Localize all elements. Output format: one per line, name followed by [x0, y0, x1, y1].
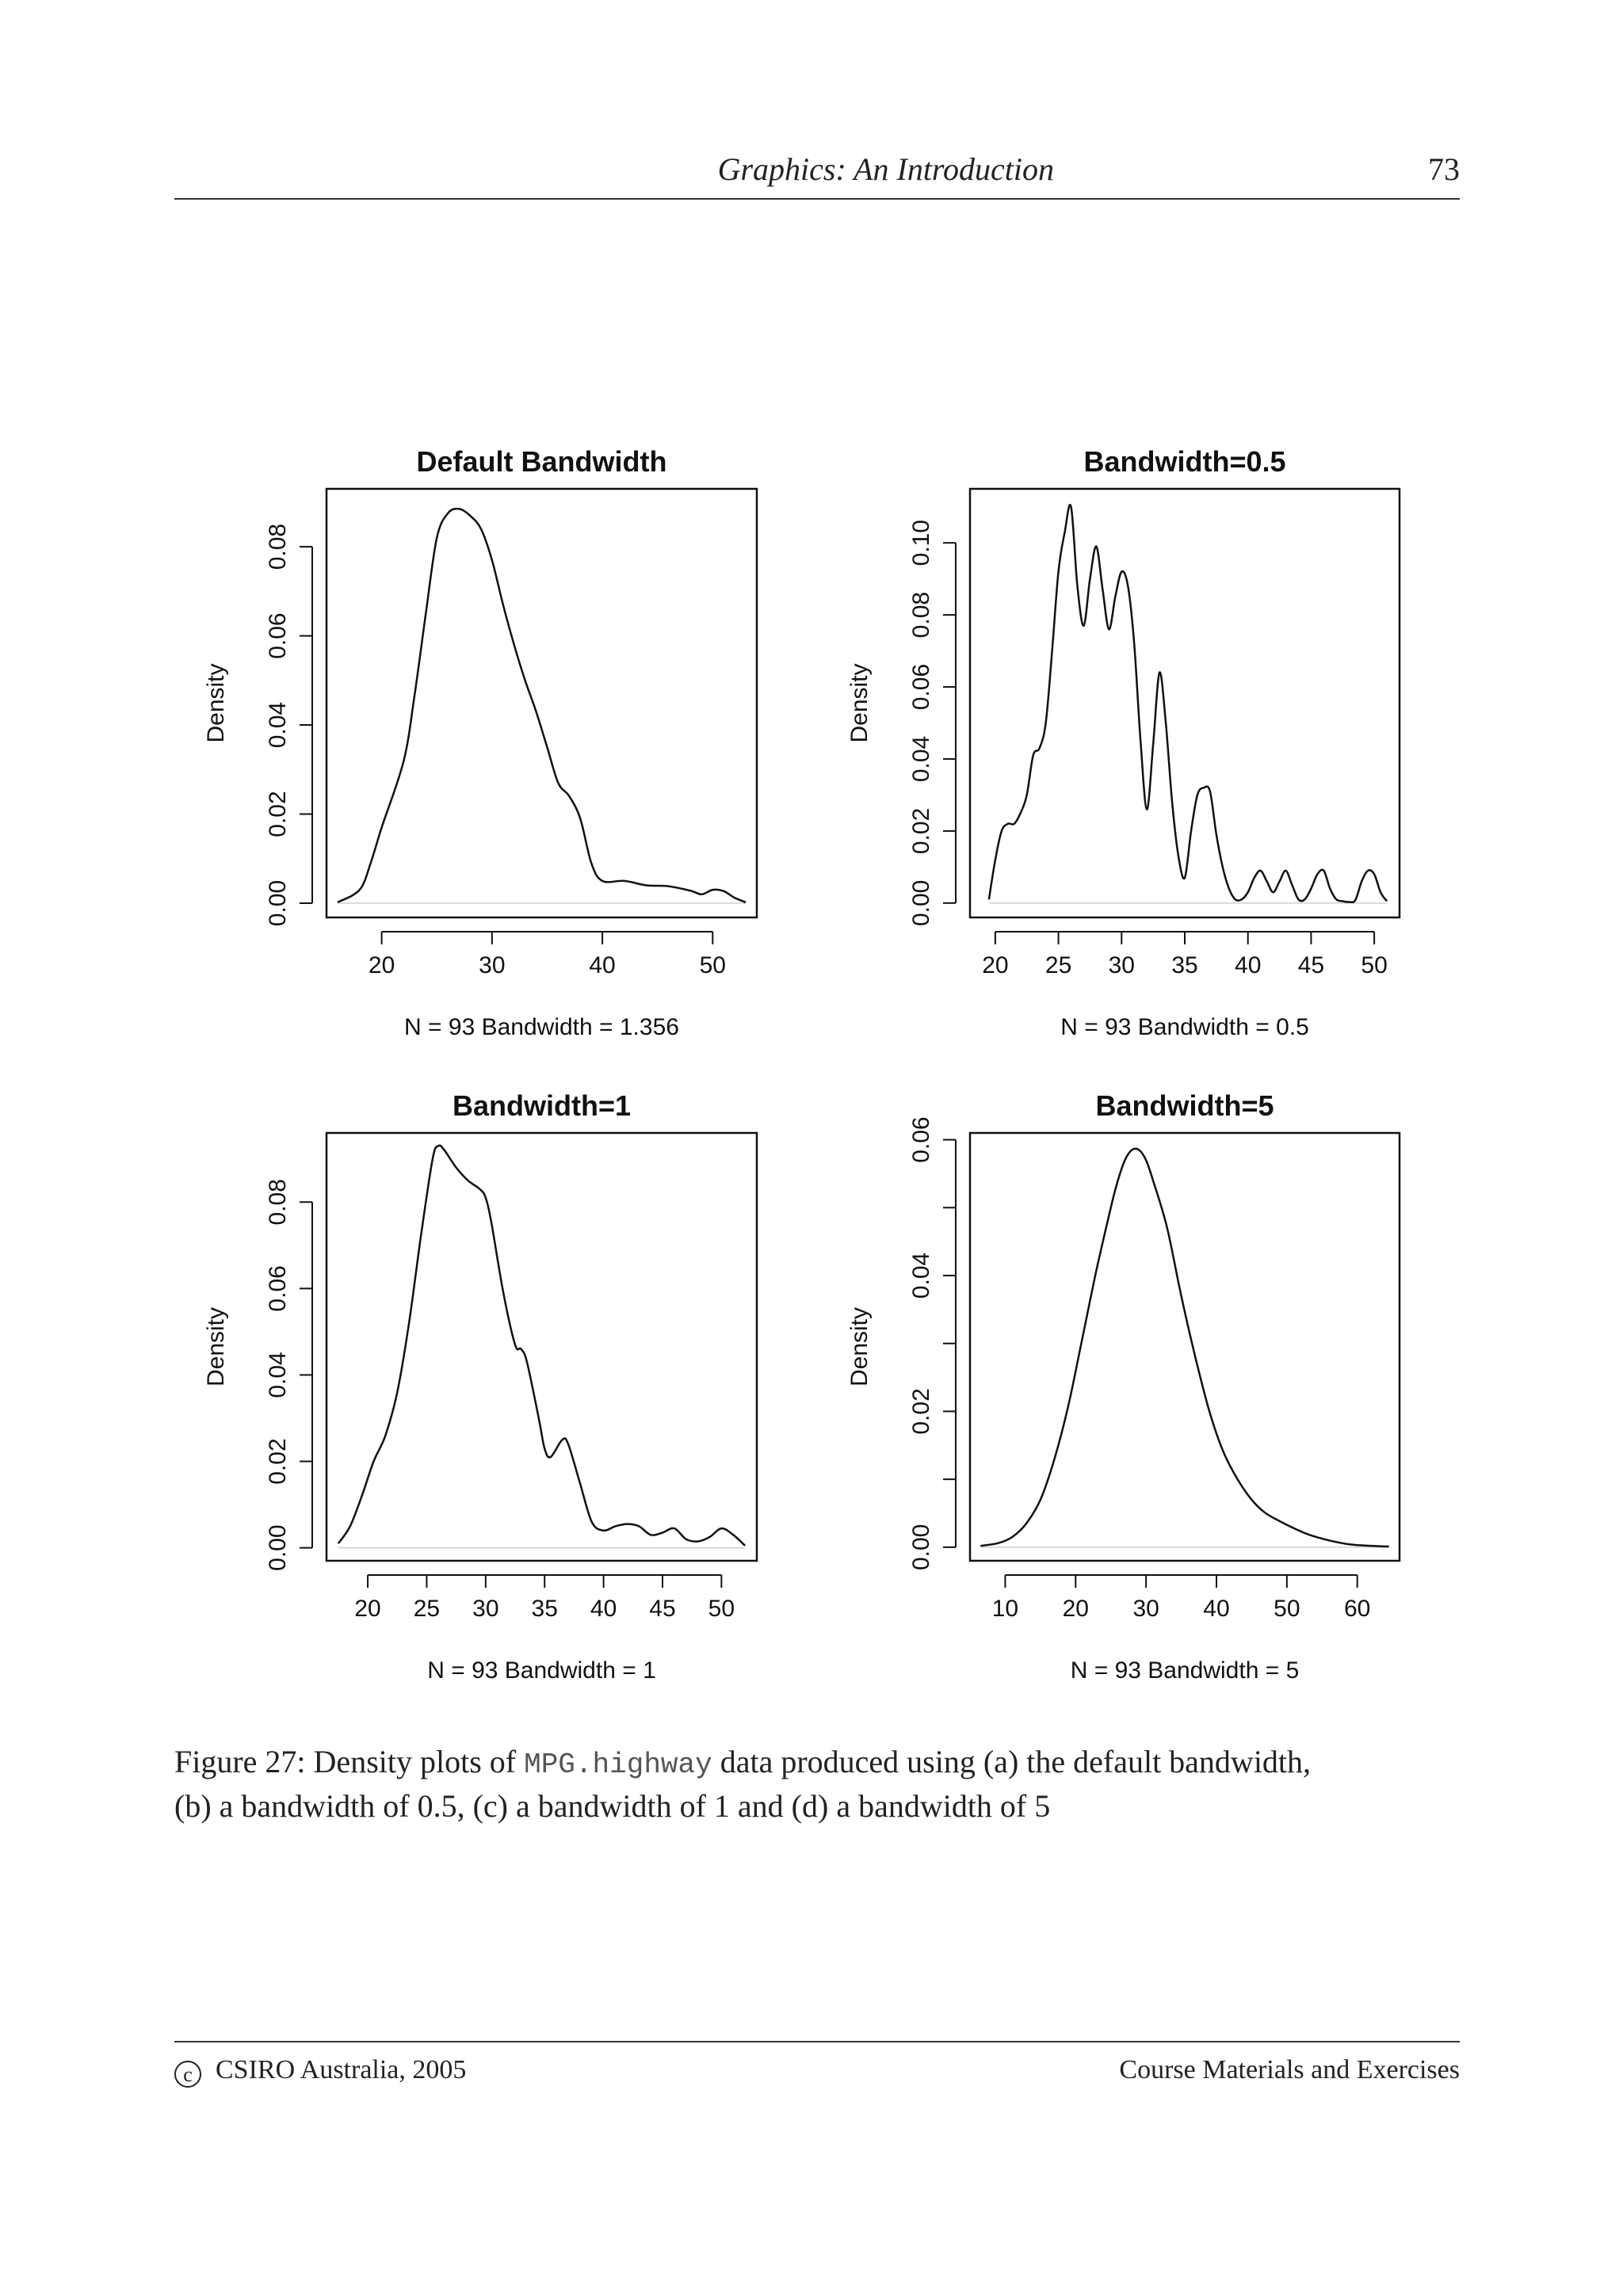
- y-tick-label: 0.10: [908, 520, 934, 566]
- x-tick-label: 50: [708, 1596, 735, 1622]
- x-tick-label: 30: [1132, 1596, 1159, 1622]
- y-tick-label: 0.04: [908, 736, 934, 782]
- y-tick-label: 0.08: [265, 1179, 291, 1225]
- plot-title: Default Bandwidth: [417, 445, 667, 478]
- y-tick-label: 0.06: [908, 1116, 934, 1162]
- y-axis-label: Density: [203, 663, 229, 742]
- y-tick-label: 0.02: [265, 1438, 291, 1484]
- x-tick-label: 50: [1361, 952, 1387, 978]
- y-tick-label: 0.00: [265, 1524, 291, 1570]
- x-tick-label: 40: [1203, 1596, 1229, 1622]
- plot-title: Bandwidth=1: [453, 1089, 631, 1122]
- x-tick-label: 60: [1344, 1596, 1370, 1622]
- x-tick-label: 20: [1063, 1596, 1089, 1622]
- plot-title: Bandwidth=5: [1095, 1089, 1274, 1122]
- x-tick-label: 50: [1274, 1596, 1300, 1622]
- plot-frame: [325, 1131, 758, 1562]
- x-tick-label: 35: [532, 1596, 558, 1622]
- x-tick-label: 20: [354, 1596, 380, 1622]
- density-curve: [980, 1147, 1389, 1548]
- y-tick-label: 0.02: [265, 791, 291, 837]
- density-panel-3: Bandwidth=1 N = 93 Bandwidth = 1 Density 20…: [203, 1089, 758, 1684]
- x-tick-label: 20: [369, 952, 395, 978]
- y-tick-label: 0.06: [908, 664, 934, 710]
- x-tick-label: 50: [700, 952, 726, 978]
- caption-line2: (b) a bandwidth of 0.5, (c) a bandwidth …: [174, 1788, 1051, 1824]
- figure-caption: Figure 27: Density plots of MPG.highway …: [174, 1741, 1466, 1827]
- running-header-title: Graphics: An Introduction: [717, 151, 1054, 187]
- header-rule: [174, 198, 1460, 200]
- x-tick-label: 30: [1109, 952, 1135, 978]
- y-tick-label: 0.00: [908, 1524, 934, 1570]
- y-tick-label: 0.08: [908, 592, 934, 638]
- caption-prefix: Figure 27: Density plots of: [174, 1744, 525, 1779]
- caption-code: MPG.highway: [524, 1749, 712, 1781]
- page-number: 73: [1428, 151, 1460, 187]
- x-tick-label: 20: [982, 952, 1008, 978]
- y-tick-label: 0.04: [908, 1253, 934, 1299]
- x-tick-label: 25: [1045, 952, 1071, 978]
- density-curve: [337, 1144, 746, 1547]
- x-axis-label: N = 93 Bandwidth = 5: [1071, 1657, 1300, 1684]
- x-tick-label: 45: [1298, 952, 1324, 978]
- x-axis-label: N = 93 Bandwidth = 1.356: [404, 1014, 679, 1040]
- caption-line1-rest: data produced using (a) the default band…: [712, 1744, 1312, 1779]
- y-tick-label: 0.02: [908, 1388, 934, 1434]
- x-tick-label: 40: [590, 1596, 617, 1622]
- copyright-icon: c: [174, 2061, 201, 2088]
- y-axis-label: Density: [846, 663, 873, 742]
- y-tick-label: 0.04: [265, 1352, 291, 1398]
- x-axis-label: N = 93 Bandwidth = 1: [427, 1657, 656, 1684]
- plot-frame: [325, 487, 758, 919]
- plot-frame: [968, 1131, 1401, 1562]
- y-tick-label: 0.04: [265, 702, 291, 748]
- plot-title: Bandwidth=0.5: [1083, 445, 1285, 478]
- density-panel-1: Default Bandwidth N = 93 Bandwidth = 1.35…: [203, 445, 758, 1040]
- x-tick-label: 40: [589, 952, 615, 978]
- footer-rule: [174, 2041, 1460, 2042]
- x-tick-label: 25: [414, 1596, 440, 1622]
- density-curve: [337, 507, 747, 904]
- x-tick-label: 30: [472, 1596, 498, 1622]
- y-axis-label: Density: [846, 1307, 873, 1386]
- footer-right-text: Course Materials and Exercises: [1119, 2055, 1460, 2084]
- y-tick-label: 0.02: [908, 808, 934, 854]
- density-curve: [987, 504, 1388, 904]
- y-tick-label: 0.00: [908, 880, 934, 926]
- x-tick-label: 45: [649, 1596, 675, 1622]
- y-tick-label: 0.08: [265, 524, 291, 570]
- x-tick-label: 10: [992, 1596, 1018, 1622]
- y-tick-label: 0.06: [265, 1265, 291, 1311]
- x-tick-label: 40: [1235, 952, 1261, 978]
- x-axis-label: N = 93 Bandwidth = 0.5: [1060, 1014, 1309, 1040]
- footer-copyright: c CSIRO Australia, 2005: [174, 2055, 466, 2088]
- density-panel-4: Bandwidth=5 N = 93 Bandwidth = 5 Density 10…: [846, 1089, 1401, 1684]
- y-tick-label: 0.06: [265, 612, 291, 658]
- x-tick-label: 30: [479, 952, 505, 978]
- density-panel-2: Bandwidth=0.5 N = 93 Bandwidth = 0.5 Densi…: [846, 445, 1401, 1040]
- y-axis-label: Density: [203, 1307, 229, 1386]
- footer-left-text: CSIRO Australia, 2005: [216, 2055, 467, 2084]
- y-tick-label: 0.00: [265, 880, 291, 926]
- x-tick-label: 35: [1171, 952, 1197, 978]
- plot-frame: [968, 487, 1401, 919]
